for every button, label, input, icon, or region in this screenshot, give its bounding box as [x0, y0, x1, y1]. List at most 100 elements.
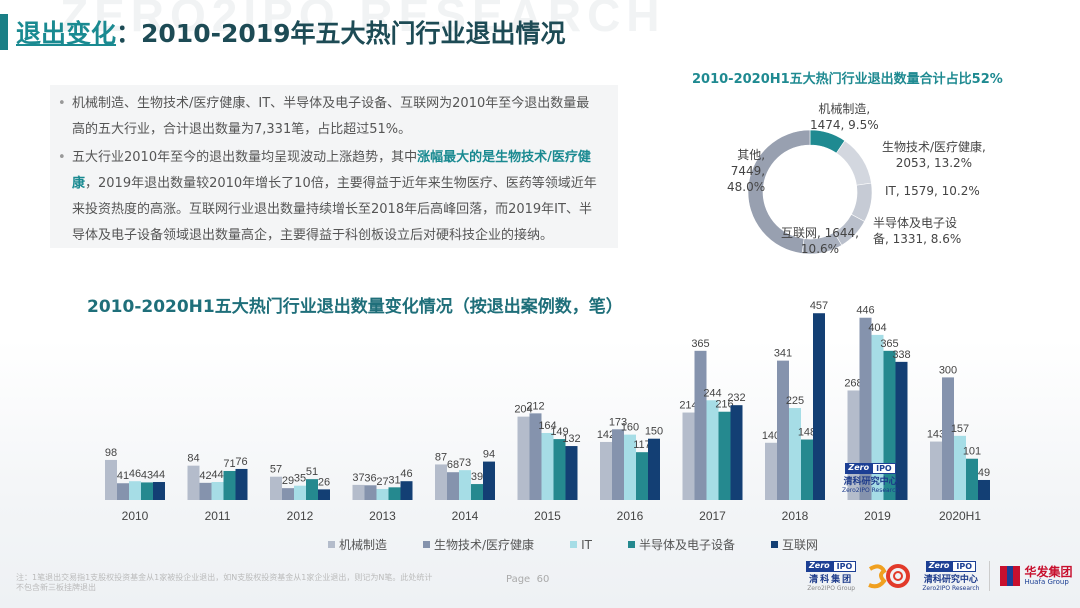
x-tick-label: 2020H1	[939, 509, 981, 523]
label-line: 半导体及电子设	[873, 216, 958, 230]
bar-value-label: 31	[388, 474, 400, 486]
bullet-2-emphasis: 涨幅最大的是生物技术/医疗健康	[72, 150, 591, 191]
bar-2018-1	[777, 360, 789, 500]
bar-value-label: 365	[880, 338, 898, 350]
bullet-2-pre: 五大行业2010年至今的退出数量均呈现波动上涨趋势，其中	[72, 150, 418, 165]
logo-cn: 华发集团	[1024, 565, 1073, 579]
bar-value-label: 157	[951, 423, 969, 435]
badge-left: Zero	[925, 560, 953, 572]
bar-value-label: 341	[774, 348, 792, 360]
bar-2014-4	[483, 461, 495, 500]
bar-2011-0	[187, 465, 200, 500]
bar-value-label: 44	[153, 469, 165, 481]
bar-2010-0	[105, 459, 117, 500]
bar-2012-4	[318, 489, 330, 500]
legend-swatch	[423, 541, 431, 548]
donut-label-it: IT, 1579, 10.2%	[885, 183, 980, 199]
summary-box: 机械制造、生物技术/医疗健康、IT、半导体及电子设备、互联网为2010年至今退出…	[50, 85, 618, 248]
footer-logos: Zero IPO 清科集团 Zero2IPO Group Zero IPO 清科研究…	[806, 556, 1073, 596]
bar-value-label: 36	[364, 472, 376, 484]
bar-value-label: 150	[645, 426, 663, 438]
bar-value-label: 39	[471, 471, 483, 483]
bar-value-label: 87	[435, 451, 447, 463]
label-line: 其他,	[737, 148, 766, 162]
zero2ipo-badge: Zero IPO	[845, 463, 896, 474]
bar-2014-2	[459, 470, 471, 500]
donut-label-biotech: 生物技术/医疗健康, 2053, 13.2%	[882, 139, 986, 171]
legend-item-4: 互联网	[770, 536, 818, 553]
bar-2012-1	[282, 488, 294, 500]
bar-2011-3	[223, 470, 236, 500]
bar-2011-1	[199, 482, 212, 500]
legend-item-3: 半导体及电子设备	[627, 536, 735, 553]
badge-right: IPO	[952, 560, 977, 572]
label-line: IT, 1579, 10.2%	[885, 184, 980, 198]
bar-value-label: 37	[352, 472, 364, 484]
label-line: 生物技术/医疗健康,	[882, 140, 986, 154]
bar-2018-2	[789, 408, 801, 500]
title-accent-bar	[0, 14, 8, 50]
bar-2010-1	[117, 483, 129, 500]
logo-cn: 清科集团	[809, 574, 854, 585]
bar-2015-2	[541, 432, 554, 500]
donut-label-semiconductor: 半导体及电子设 备, 1331, 8.6%	[873, 215, 961, 247]
legend-swatch	[770, 541, 778, 548]
bar-2013-2	[376, 488, 389, 500]
bar-value-label: 244	[703, 387, 721, 399]
x-tick-label: 2016	[617, 509, 644, 523]
bar-value-label: 98	[105, 447, 117, 459]
bar-value-label: 51	[306, 466, 318, 478]
bar-2018-0	[765, 442, 777, 500]
zero2ipo-badge: Zero IPO	[806, 560, 857, 572]
x-tick-label: 2017	[699, 509, 726, 523]
donut-chart-title: 2010-2020H1五大热门行业退出数量合计占比52%	[692, 72, 1003, 87]
bar-value-label: 73	[459, 457, 471, 469]
legend-label: 生物技术/医疗健康	[434, 538, 535, 552]
bar-2020H1-0	[930, 441, 942, 500]
logo-cn: 清科研究中心	[923, 574, 978, 585]
footnote: 注：1笔退出交易指1支股权投资基金从1家被投企业退出，如N支股权投资基金从1家企…	[16, 573, 433, 592]
bar-value-label: 35	[294, 473, 306, 485]
bar-2015-3	[553, 439, 566, 500]
donut-label-other: 其他, 7449, 48.0%	[727, 147, 765, 195]
badge-right: IPO	[832, 560, 857, 572]
legend-swatch	[328, 541, 335, 548]
bar-value-label: 143	[927, 429, 945, 441]
bar-value-label: 300	[939, 364, 957, 376]
bar-value-label: 173	[609, 416, 627, 428]
bar-2020H1-4	[978, 479, 990, 500]
donut-slice-5	[747, 129, 811, 254]
huafa-mark-icon	[1000, 566, 1021, 586]
bar-2017-3	[718, 411, 731, 500]
label-line: 互联网, 1644,	[781, 226, 859, 240]
bar-2016-1	[612, 429, 624, 500]
bar-value-label: 132	[562, 433, 580, 445]
bar-2017-0	[682, 412, 695, 500]
legend-label: 互联网	[781, 538, 818, 552]
bar-value-label: 216	[715, 399, 733, 411]
bar-value-label: 268	[844, 377, 862, 389]
bar-2011-2	[211, 482, 224, 500]
donut-label-internet: 互联网, 1644, 10.6%	[781, 225, 859, 257]
logo-divider	[989, 561, 991, 591]
bar-value-label: 71	[223, 458, 235, 470]
bar-2012-0	[270, 476, 282, 500]
legend-swatch	[570, 541, 578, 548]
legend-swatch	[627, 541, 635, 548]
zero2ipo-badge: Zero IPO	[925, 560, 977, 572]
bar-value-label: 232	[727, 392, 745, 404]
x-tick-label: 2012	[287, 509, 314, 523]
bar-2016-0	[600, 441, 612, 500]
label-line: 备, 1331, 8.6%	[873, 232, 962, 246]
bar-2010-4	[153, 482, 165, 500]
bar-2011-4	[235, 468, 248, 500]
x-tick-label: 2011	[205, 509, 231, 523]
bar-2013-1	[364, 485, 377, 500]
label-line: 7449,	[730, 164, 766, 178]
bar-2016-2	[624, 434, 636, 500]
page-title: 退出变化：2010-2019年五大热门行业退出情况	[16, 14, 566, 50]
anniversary-30-logo-icon	[868, 564, 911, 589]
page-title-highlight: 退出变化	[16, 19, 117, 48]
legend-item-0: 机械制造	[328, 536, 387, 553]
donut-label-machinery: 机械制造, 1474, 9.5%	[810, 101, 879, 133]
